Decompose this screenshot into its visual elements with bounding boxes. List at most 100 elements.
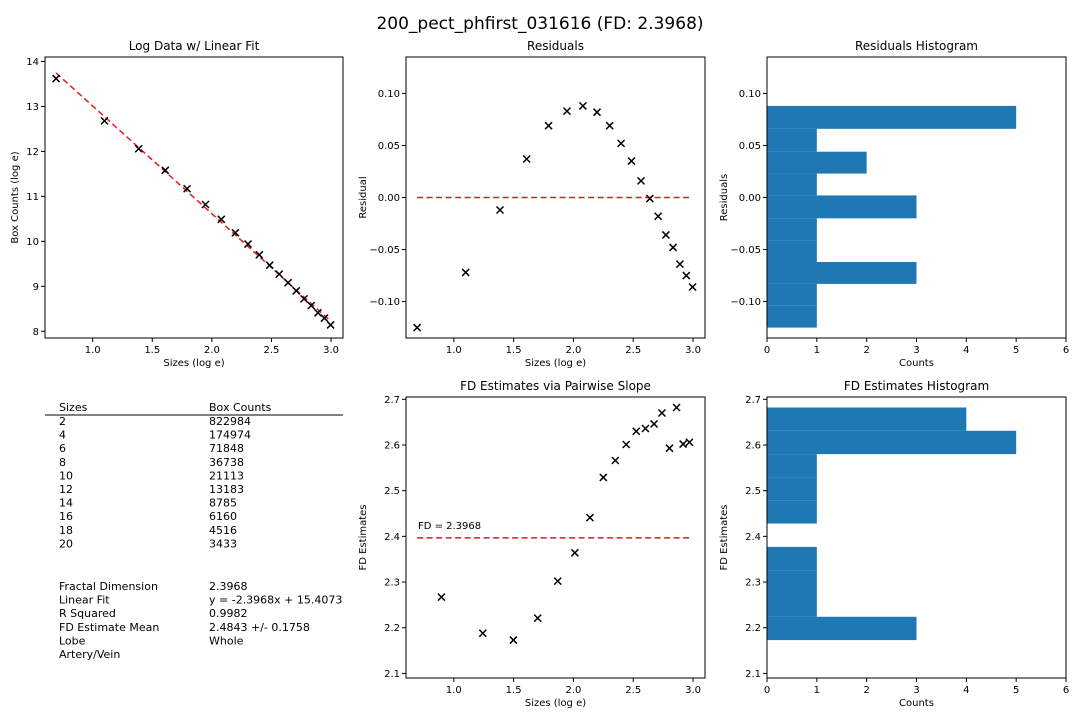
data-point-marker (255, 250, 264, 259)
table-row: 10 21113 (59, 469, 244, 482)
chart-loglog: 1.0 1.5 2.0 2.5 3.0 8 9 10 11 12 13 14 Log Data w/ L… (10, 39, 344, 369)
y-tick-label: 8 (33, 327, 39, 338)
x-tick-label: 3 (913, 685, 919, 696)
y-tick-label: −0.10 (369, 297, 400, 308)
x-tick-label: 2.5 (625, 345, 641, 356)
histogram-bar (767, 477, 817, 501)
histogram-bar (767, 218, 817, 241)
table-cell-size: 12 (59, 483, 73, 496)
data-point-marker (599, 473, 608, 482)
stat-row: R Squared 0.9982 (59, 607, 248, 620)
data-point-marker (641, 424, 650, 433)
x-tick-label: 6 (1063, 345, 1069, 356)
x-tick-label: 2 (863, 685, 869, 696)
histogram-bar (767, 616, 917, 641)
stat-row: Linear Fit y = -2.3968x + 15.4073 (59, 594, 342, 607)
data-point-marker (622, 440, 631, 449)
table-cell-size: 6 (59, 442, 66, 455)
data-point-marker (522, 154, 531, 164)
table-row: 16 6160 (59, 510, 237, 523)
table-cell-size: 18 (59, 524, 73, 537)
x-axis-label: Sizes (log e) (525, 698, 586, 709)
data-point-marker (570, 548, 579, 557)
x-tick-label: 2.5 (264, 345, 280, 356)
y-axis-label: Box Counts (log e) (10, 151, 21, 243)
x-tick-label: 2 (863, 345, 869, 356)
stat-value: 2.3968 (209, 580, 248, 593)
data-point-marker (553, 577, 562, 586)
stat-row: Fractal Dimension 2.3968 (59, 580, 248, 593)
table-cell-box-count: 822984 (209, 415, 251, 428)
data-point-marker (299, 294, 309, 303)
data-point-marker (627, 157, 636, 166)
stat-label: Artery/Vein (59, 648, 120, 661)
data-point-marker (578, 101, 587, 110)
table-cell-box-count: 174974 (209, 429, 251, 442)
data-point-marker (611, 456, 620, 465)
data-point-marker (592, 108, 602, 117)
y-tick-label: 2.5 (745, 486, 761, 497)
y-tick-label: 12 (26, 147, 39, 158)
stat-label: FD Estimate Mean (59, 621, 159, 634)
table-row: 18 4516 (59, 524, 237, 537)
table-cell-box-count: 8785 (209, 497, 237, 510)
y-tick-label: 2.6 (745, 440, 761, 451)
x-axis-label: Sizes (log e) (525, 358, 586, 369)
x-tick-label: 2.0 (204, 345, 220, 356)
x-axis-label: Counts (899, 358, 934, 369)
data-point-marker (243, 240, 253, 249)
histogram-bar (767, 173, 817, 196)
x-tick-label: 1 (814, 345, 820, 356)
data-point-marker (509, 636, 518, 645)
axes-frame (44, 56, 344, 339)
x-tick-label: 3 (913, 345, 919, 356)
y-tick-label: −0.10 (730, 297, 761, 308)
data-point-marker (617, 139, 626, 148)
chart-title: FD Estimates Histogram (844, 379, 989, 393)
table-row: 8 36738 (59, 456, 244, 469)
y-tick-label: 2.7 (384, 395, 400, 406)
table-cell-box-count: 21113 (209, 469, 244, 482)
chart-fd-estimates: FD = 2.3968 1.0 1.5 2.0 2.5 3.0 2.1 2.2 2.3 2.4 2.… (358, 379, 706, 709)
y-tick-label: 2.6 (384, 440, 400, 451)
y-tick-label: 14 (26, 57, 39, 68)
x-tick-label: 4 (963, 685, 969, 696)
x-tick-label: 2.0 (565, 685, 581, 696)
data-point-marker (231, 228, 240, 237)
x-tick-label: 2.5 (625, 685, 641, 696)
data-point-marker (675, 260, 684, 269)
table-row: 6 71848 (59, 442, 244, 455)
y-axis-label: FD Estimates (719, 504, 730, 570)
x-tick-label: 1.0 (446, 345, 462, 356)
x-tick-label: 5 (1013, 685, 1019, 696)
x-tick-label: 5 (1013, 345, 1019, 356)
x-tick-label: 0 (764, 685, 770, 696)
data-point-marker (685, 438, 694, 447)
data-point-marker (275, 270, 284, 279)
data-point-marker (183, 184, 192, 193)
data-point-marker (605, 121, 614, 130)
data-point-marker (562, 107, 572, 116)
data-point-marker (585, 513, 594, 522)
y-tick-label: 0.10 (378, 89, 400, 100)
data-point-marker (326, 320, 335, 329)
data-point-marker (679, 440, 688, 449)
x-tick-label: 6 (1063, 685, 1069, 696)
table-cell-box-count: 4516 (209, 524, 237, 537)
data-point-marker (52, 74, 61, 83)
table-row: 2 822984 (59, 415, 251, 428)
x-tick-label: 1.5 (506, 345, 522, 356)
y-tick-label: 9 (33, 282, 39, 293)
x-tick-label: 1.0 (85, 345, 101, 356)
data-point-marker (413, 323, 422, 332)
data-point-marker (544, 121, 553, 130)
histogram-bar (767, 151, 867, 174)
data-point-marker (100, 116, 109, 125)
stat-row: Artery/Vein (59, 648, 120, 661)
histogram-bar (767, 105, 1017, 129)
chart-title: FD Estimates via Pairwise Slope (460, 379, 651, 393)
data-point-marker (533, 614, 542, 623)
table-cell-box-count: 6160 (209, 510, 237, 523)
chart-title: Log Data w/ Linear Fit (129, 39, 260, 53)
data-point-marker (632, 427, 641, 436)
